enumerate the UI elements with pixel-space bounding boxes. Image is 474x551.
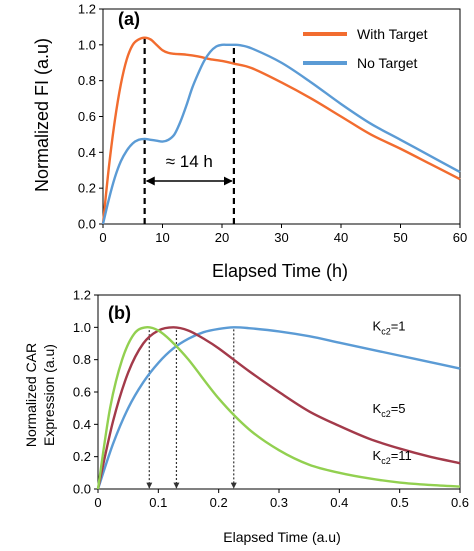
y-tick-label: 1.2	[73, 288, 91, 303]
x-tick-label: 10	[155, 230, 169, 245]
y-tick-label: 0.6	[73, 385, 91, 400]
curve-label: Kc2=1	[373, 319, 406, 337]
curve-label-main: K	[373, 448, 382, 463]
panel-b-x-axis-title: Elapsed Time (a.u)	[223, 529, 341, 545]
panel-b-x-ticks: 0 0.1 0.2 0.3 0.4 0.5 0.6	[94, 489, 469, 510]
curve-label: Kc2=11	[373, 448, 412, 466]
series-line-kc2-5	[96, 326, 461, 490]
y-tick-label: 1.2	[78, 2, 96, 17]
series-line-kc2-1	[96, 326, 461, 490]
x-tick-label: 50	[393, 230, 407, 245]
curve-label-value: =11	[391, 448, 412, 463]
x-tick-label: 20	[215, 230, 229, 245]
curve-label: Kc2=5	[373, 401, 406, 419]
y-tick-label: 0.6	[78, 109, 96, 124]
x-tick-label: 0	[94, 495, 101, 510]
panel-a-x-ticks: 0 10 20 30 40 50 60	[99, 224, 467, 245]
y-tick-label: 0.0	[73, 482, 91, 497]
x-tick-label: 0.6	[451, 495, 469, 510]
y-tick-label: 0.4	[73, 417, 91, 432]
panel-b-y-axis-title-line-2: Expression (a.u)	[41, 344, 57, 446]
interval-label: ≈ 14 h	[166, 152, 213, 171]
series-line-no-target	[101, 43, 461, 225]
panel-a-curves	[101, 36, 461, 225]
panel-b-y-ticks: 0.0 0.2 0.4 0.6 0.8 1.0 1.2	[73, 288, 98, 497]
panel-a-y-ticks: 0.0 0.2 0.4 0.6 0.8 1.0 1.2	[78, 2, 103, 232]
x-tick-label: 0.3	[270, 495, 288, 510]
x-tick-label: 0.4	[330, 495, 348, 510]
panel-a-legend: With Target No Target	[303, 26, 428, 71]
series-line-with-target	[101, 36, 461, 225]
panel-b-peak-arrows	[146, 329, 237, 489]
y-tick-label: 0.8	[73, 352, 91, 367]
panel-a-interval-annotation: ≈ 14 h	[145, 152, 233, 186]
y-tick-label: 0.2	[73, 449, 91, 464]
curve-label-subscript: c2	[381, 409, 391, 419]
curve-label-value: =1	[391, 319, 406, 334]
x-tick-label: 60	[453, 230, 467, 245]
curve-label-subscript: c2	[381, 327, 391, 337]
x-tick-label: 0.2	[210, 495, 228, 510]
panel-a-y-axis-title: Normalized FI (a.u)	[32, 38, 52, 192]
panel-a-marker-lines	[143, 37, 235, 224]
curve-label-subscript: c2	[381, 456, 391, 466]
panel-a-label: (a)	[118, 9, 140, 29]
x-tick-label: 0	[99, 230, 106, 245]
panel-b: 0.0 0.2 0.4 0.6 0.8 1.0 1.2 0 0.1 0.2 0.3 0.4 0.5 0.…	[23, 288, 469, 546]
y-tick-label: 0.2	[78, 181, 96, 196]
y-tick-label: 0.0	[78, 217, 96, 232]
legend-entry-label: With Target	[357, 26, 428, 42]
y-tick-label: 0.4	[78, 145, 96, 160]
x-tick-label: 0.5	[391, 495, 409, 510]
panel-a-x-axis-title: Elapsed Time (h)	[212, 261, 348, 281]
curve-label-value: =5	[391, 401, 406, 416]
panel-b-label: (b)	[108, 303, 131, 323]
x-tick-label: 0.1	[149, 495, 167, 510]
panel-b-curves	[96, 326, 461, 490]
x-tick-label: 30	[274, 230, 288, 245]
panel-a: 0.0 0.2 0.4 0.6 0.8 1.0 1.2 0 10 20 30 40 50 60 ≈ 14…	[32, 2, 467, 282]
legend-entry-label: No Target	[357, 55, 418, 71]
curve-label-main: K	[373, 319, 382, 334]
panel-b-y-axis-title-line-1: Normalized CAR	[23, 343, 39, 447]
x-tick-label: 40	[334, 230, 348, 245]
series-line-kc2-11	[96, 326, 461, 490]
y-tick-label: 1.0	[73, 320, 91, 335]
y-tick-label: 1.0	[78, 37, 96, 52]
curve-label-main: K	[373, 401, 382, 416]
y-tick-label: 0.8	[78, 73, 96, 88]
